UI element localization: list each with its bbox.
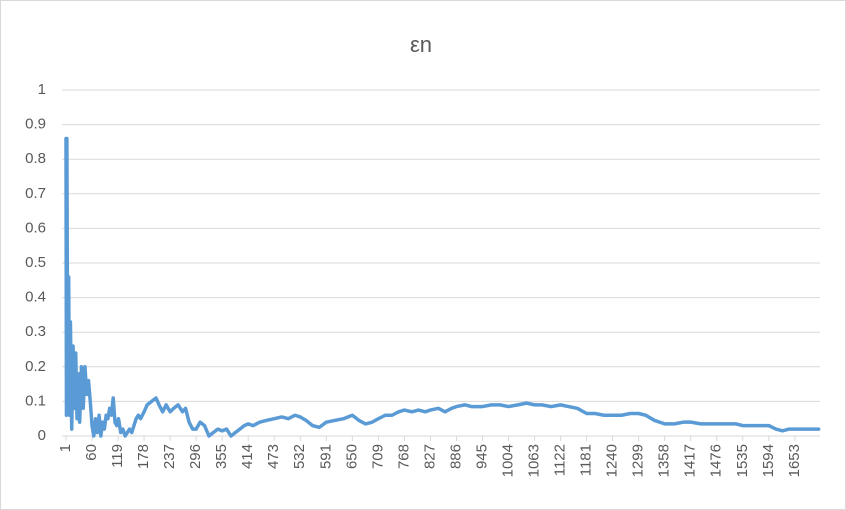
x-tick-label: 178 <box>135 444 152 469</box>
x-tick-label: 355 <box>213 444 230 469</box>
y-tick-label: 0.4 <box>25 289 46 306</box>
x-tick-label: 1358 <box>656 444 673 477</box>
x-tick-label: 1063 <box>526 444 543 477</box>
y-tick-label: 0.1 <box>25 392 46 409</box>
x-tick-label: 1594 <box>760 444 777 477</box>
y-tick-label: 0.7 <box>25 185 46 202</box>
x-tick-label: 591 <box>317 444 334 469</box>
x-tick-label: 60 <box>83 444 100 461</box>
y-tick-label: 0.8 <box>25 150 46 167</box>
y-tick-label: 0.3 <box>25 323 46 340</box>
x-tick-label: 532 <box>291 444 308 469</box>
x-tick-label: 1181 <box>578 444 595 476</box>
x-tick-label: 886 <box>447 444 464 469</box>
x-tick-label: 1240 <box>604 444 621 477</box>
x-tick-label: 1417 <box>682 444 699 477</box>
x-tick-label: 1476 <box>708 444 725 477</box>
x-tick-label: 709 <box>369 444 386 469</box>
x-tick-label: 473 <box>265 444 282 469</box>
data-line <box>64 136 821 438</box>
y-tick-label: 1 <box>38 81 46 98</box>
x-tick-label: 1122 <box>552 444 569 476</box>
y-tick-label: 0.6 <box>25 219 46 236</box>
x-tick-label: 945 <box>473 444 490 469</box>
y-tick-label: 0 <box>38 427 46 444</box>
y-tick-label: 0.9 <box>25 116 46 133</box>
x-tick-label: 827 <box>421 444 438 469</box>
x-tick-label: 296 <box>187 444 204 469</box>
x-tick-label: 650 <box>343 444 360 469</box>
x-tick-label: 1535 <box>734 444 751 477</box>
x-tick-label: 237 <box>161 444 178 469</box>
x-tick-label: 1 <box>57 444 74 452</box>
y-tick-label: 0.5 <box>25 254 46 271</box>
x-tick-label: 119 <box>109 444 126 468</box>
chart-title: εn <box>410 32 432 57</box>
x-tick-label: 1299 <box>630 444 647 477</box>
y-tick-label: 0.2 <box>25 358 46 375</box>
x-tick-label: 1004 <box>499 444 516 477</box>
x-tick-label: 414 <box>239 444 256 469</box>
x-tick-label: 1653 <box>786 444 803 477</box>
x-tick-label: 768 <box>395 444 412 469</box>
